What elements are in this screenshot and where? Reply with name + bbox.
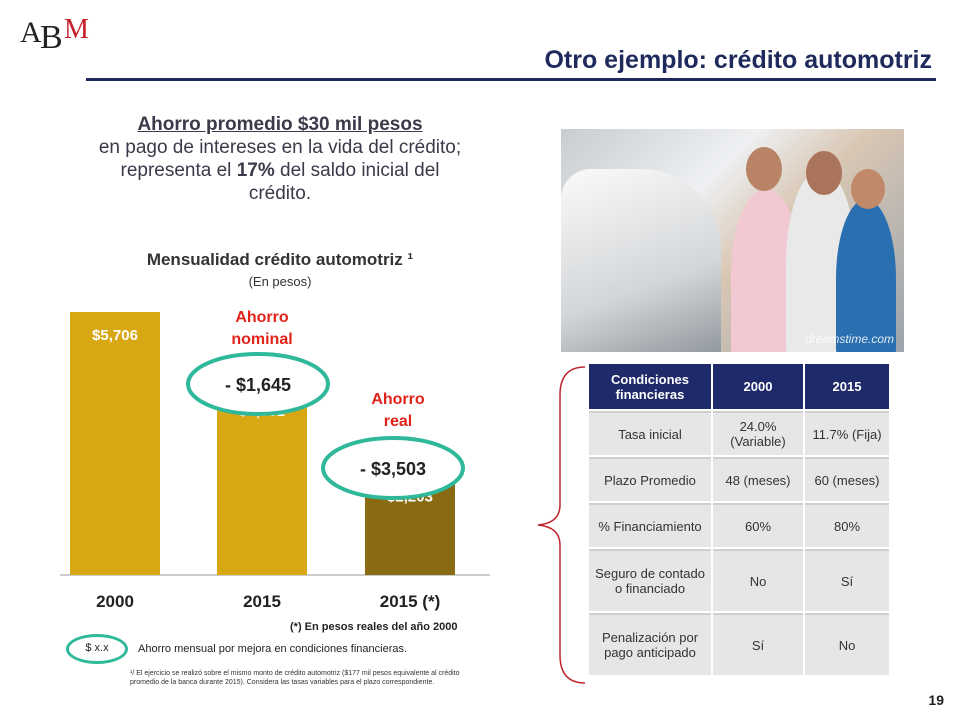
table-cell: % Financiamiento	[589, 503, 711, 547]
table-row: Plazo Promedio 48 (meses) 60 (meses)	[589, 457, 889, 501]
page-number: 19	[928, 692, 944, 708]
table-cell: Plazo Promedio	[589, 457, 711, 501]
svg-text:A: A	[20, 16, 42, 49]
page-title: Otro ejemplo: crédito automotriz	[544, 46, 932, 74]
person-figure	[806, 151, 842, 195]
column-header: 2015	[805, 364, 889, 409]
table-cell: Sí	[713, 613, 803, 675]
svg-text:B: B	[40, 19, 63, 56]
column-header: Condiciones financieras	[589, 364, 711, 409]
savings-oval	[186, 352, 330, 416]
table-cell: 60%	[713, 503, 803, 547]
legend-oval-icon	[66, 634, 128, 664]
table-cell: 11.7% (Fija)	[805, 411, 889, 455]
column-header: 2000	[713, 364, 803, 409]
savings-oval	[321, 436, 465, 500]
svg-text:M: M	[64, 14, 89, 45]
summary-text-1: en pago de intereses en la vida del créd…	[98, 137, 462, 181]
bar	[217, 387, 307, 575]
savings-summary: Ahorro promedio $30 mil pesos en pago de…	[90, 113, 470, 205]
chart-title: Mensualidad crédito automotriz ¹	[146, 250, 414, 269]
x-tick-label: 2015 (*)	[380, 592, 440, 611]
abm-logo: A B M	[20, 14, 89, 56]
annotation-label: real	[384, 413, 412, 430]
table-cell: 48 (meses)	[713, 457, 803, 501]
x-tick-label: 2000	[96, 592, 134, 611]
annotation-label: Ahorro	[371, 391, 425, 408]
summary-text-2: del saldo inicial del crédito.	[248, 160, 440, 204]
annotation-label: nominal	[231, 331, 292, 348]
legend-symbol: $ x.x	[85, 642, 109, 654]
family-car-photo: dreamstime.com	[561, 129, 904, 352]
bar-value-label: $5,706	[92, 327, 138, 344]
table-cell: 80%	[805, 503, 889, 547]
table-cell: Tasa inicial	[589, 411, 711, 455]
savings-value-label: - $1,645	[225, 375, 291, 395]
annotation-label: Ahorro	[235, 309, 289, 326]
real-pesos-note: (*) En pesos reales del año 2000	[290, 621, 458, 633]
table-cell: No	[713, 549, 803, 611]
table-cell: 24.0% (Variable)	[713, 411, 803, 455]
financial-conditions-table: Condiciones financieras 2000 2015 Tasa i…	[587, 362, 891, 677]
savings-value-label: - $3,503	[360, 459, 426, 479]
photo-watermark: dreamstime.com	[805, 332, 894, 346]
person-figure	[746, 147, 782, 191]
legend-text: Ahorro mensual por mejora en condiciones…	[138, 643, 408, 655]
summary-highlight: 17%	[236, 160, 275, 181]
table-row: % Financiamiento 60% 80%	[589, 503, 889, 547]
table-row: Seguro de contado o financiado No Sí	[589, 549, 889, 611]
table-cell: Penalización por pago anticipado	[589, 613, 711, 675]
table-row: Tasa inicial 24.0% (Variable) 11.7% (Fij…	[589, 411, 889, 455]
table-bracket	[537, 366, 586, 684]
table-cell: Sí	[805, 549, 889, 611]
person-figure	[836, 199, 896, 352]
table-cell: 60 (meses)	[805, 457, 889, 501]
table-row: Penalización por pago anticipado Sí No	[589, 613, 889, 675]
table-cell: No	[805, 613, 889, 675]
table-cell: Seguro de contado o financiado	[589, 549, 711, 611]
chart-subtitle: (En pesos)	[248, 274, 312, 289]
footnote: ¹/ El ejercicio se realizó sobre el mism…	[130, 670, 460, 686]
bar	[70, 312, 160, 575]
title-divider	[86, 78, 936, 81]
person-figure	[851, 169, 885, 209]
summary-headline: Ahorro promedio $30 mil pesos	[137, 114, 423, 135]
car-shape	[561, 169, 721, 352]
table-header-row: Condiciones financieras 2000 2015	[589, 364, 889, 409]
x-tick-label: 2015	[243, 592, 281, 611]
